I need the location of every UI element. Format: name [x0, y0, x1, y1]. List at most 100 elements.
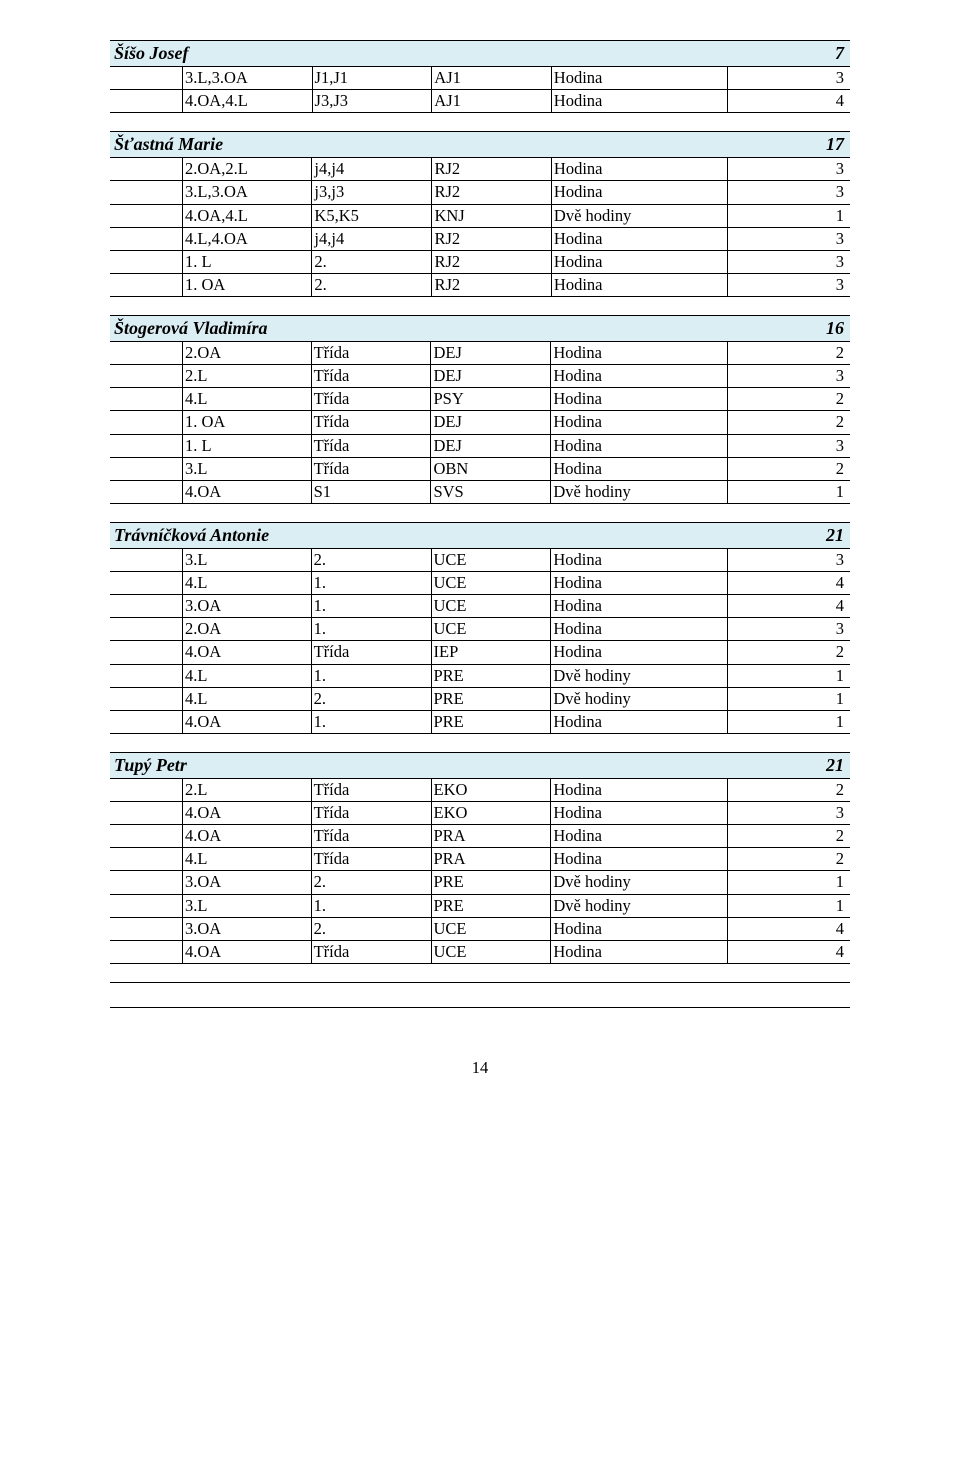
indent-cell — [110, 848, 183, 871]
indent-cell — [110, 710, 183, 733]
cell: 2 — [727, 641, 850, 664]
cell: Třída — [311, 434, 431, 457]
indent-cell — [110, 687, 183, 710]
table-row: 4.OATřídaPRAHodina2 — [110, 825, 850, 848]
cell: 3 — [727, 181, 850, 204]
table-row: 4.LTřídaPSYHodina2 — [110, 388, 850, 411]
indent-cell — [110, 917, 183, 940]
cell: 1. OA — [183, 411, 312, 434]
table-row: 3.OA2.UCEHodina4 — [110, 917, 850, 940]
cell: Hodina — [551, 434, 727, 457]
cell: 2. — [311, 917, 431, 940]
indent-cell — [110, 641, 183, 664]
cell: 2. — [311, 548, 431, 571]
section-name: Šťastná Marie — [110, 132, 727, 158]
cell: AJ1 — [432, 67, 552, 90]
cell: UCE — [431, 917, 551, 940]
table-row: 4.L1.UCEHodina4 — [110, 572, 850, 595]
indent-cell — [110, 181, 183, 204]
cell: 1 — [727, 894, 850, 917]
indent-cell — [110, 434, 183, 457]
cell: 4.OA — [183, 480, 312, 503]
cell: Hodina — [551, 940, 727, 963]
cell: 3 — [727, 434, 850, 457]
cell: j3,j3 — [312, 181, 432, 204]
section: Šíšo Josef73.L,3.OAJ1,J1AJ1Hodina34.OA,4… — [110, 40, 850, 113]
cell: 4.L — [183, 687, 312, 710]
table-row: 2.LTřídaEKOHodina2 — [110, 778, 850, 801]
cell: 2. — [311, 687, 431, 710]
table-row: 4.OAS1SVSDvě hodiny1 — [110, 480, 850, 503]
cell: 4 — [727, 595, 850, 618]
cell: Třída — [311, 940, 431, 963]
cell: S1 — [311, 480, 431, 503]
cell: Dvě hodiny — [551, 894, 727, 917]
table-row: 2.LTřídaDEJHodina3 — [110, 365, 850, 388]
cell: 3 — [727, 273, 850, 296]
cell: Dvě hodiny — [551, 204, 727, 227]
cell: RJ2 — [432, 273, 551, 296]
cell: Dvě hodiny — [551, 664, 727, 687]
cell: EKO — [431, 802, 551, 825]
cell: UCE — [431, 572, 551, 595]
section-name: Trávníčková Antonie — [110, 522, 727, 548]
table-row: 1. LTřídaDEJHodina3 — [110, 434, 850, 457]
cell: Hodina — [551, 411, 727, 434]
cell: 2. — [312, 250, 432, 273]
table-row: 3.OA2.PREDvě hodiny1 — [110, 871, 850, 894]
cell: 4.L — [183, 848, 312, 871]
indent-cell — [110, 457, 183, 480]
cell: Hodina — [551, 273, 727, 296]
cell: j4,j4 — [312, 227, 432, 250]
cell: Dvě hodiny — [551, 871, 727, 894]
cell: 1. — [311, 572, 431, 595]
section-total: 16 — [727, 316, 850, 342]
cell: 3 — [727, 67, 850, 90]
cell: 4.OA — [183, 710, 312, 733]
cell: DEJ — [431, 342, 551, 365]
cell: 1. OA — [183, 273, 312, 296]
cell: 2.L — [183, 778, 312, 801]
cell: Hodina — [551, 825, 727, 848]
cell: Dvě hodiny — [551, 687, 727, 710]
cell: Třída — [311, 778, 431, 801]
cell: 4 — [727, 572, 850, 595]
cell: 2.L — [183, 365, 312, 388]
cell: Třída — [311, 802, 431, 825]
table-row: 3.L1.PREDvě hodiny1 — [110, 894, 850, 917]
cell: 3.OA — [183, 595, 312, 618]
cell: Třída — [311, 457, 431, 480]
cell: Hodina — [551, 917, 727, 940]
cell: 2 — [727, 342, 850, 365]
cell: 4.OA,4.L — [183, 204, 312, 227]
indent-cell — [110, 90, 183, 113]
cell: PRE — [431, 710, 551, 733]
cell: Hodina — [551, 848, 727, 871]
cell: Hodina — [551, 365, 727, 388]
sections-host: Šíšo Josef73.L,3.OAJ1,J1AJ1Hodina34.OA,4… — [110, 40, 850, 964]
section-table: Štogerová Vladimíra162.OATřídaDEJHodina2… — [110, 315, 850, 504]
cell: 3 — [727, 548, 850, 571]
cell: SVS — [431, 480, 551, 503]
cell: Hodina — [551, 548, 727, 571]
cell: PRA — [431, 825, 551, 848]
cell: 3.L,3.OA — [183, 67, 313, 90]
cell: RJ2 — [432, 250, 551, 273]
indent-cell — [110, 664, 183, 687]
cell: RJ2 — [432, 227, 551, 250]
indent-cell — [110, 802, 183, 825]
cell: 1. — [311, 595, 431, 618]
indent-cell — [110, 388, 183, 411]
cell: 1. — [311, 664, 431, 687]
cell: 4.L,4.OA — [183, 227, 312, 250]
cell: 2 — [727, 457, 850, 480]
table-row: 4.L1.PREDvě hodiny1 — [110, 664, 850, 687]
page-number: 14 — [110, 1058, 850, 1078]
cell: PRE — [431, 664, 551, 687]
table-row: 2.OA,2.Lj4,j4RJ2Hodina3 — [110, 158, 850, 181]
table-row: 4.OA1.PREHodina1 — [110, 710, 850, 733]
cell: 1 — [727, 480, 850, 503]
cell: K5,K5 — [312, 204, 432, 227]
section: Tupý Petr212.LTřídaEKOHodina24.OATřídaEK… — [110, 752, 850, 964]
section: Trávníčková Antonie213.L2.UCEHodina34.L1… — [110, 522, 850, 734]
